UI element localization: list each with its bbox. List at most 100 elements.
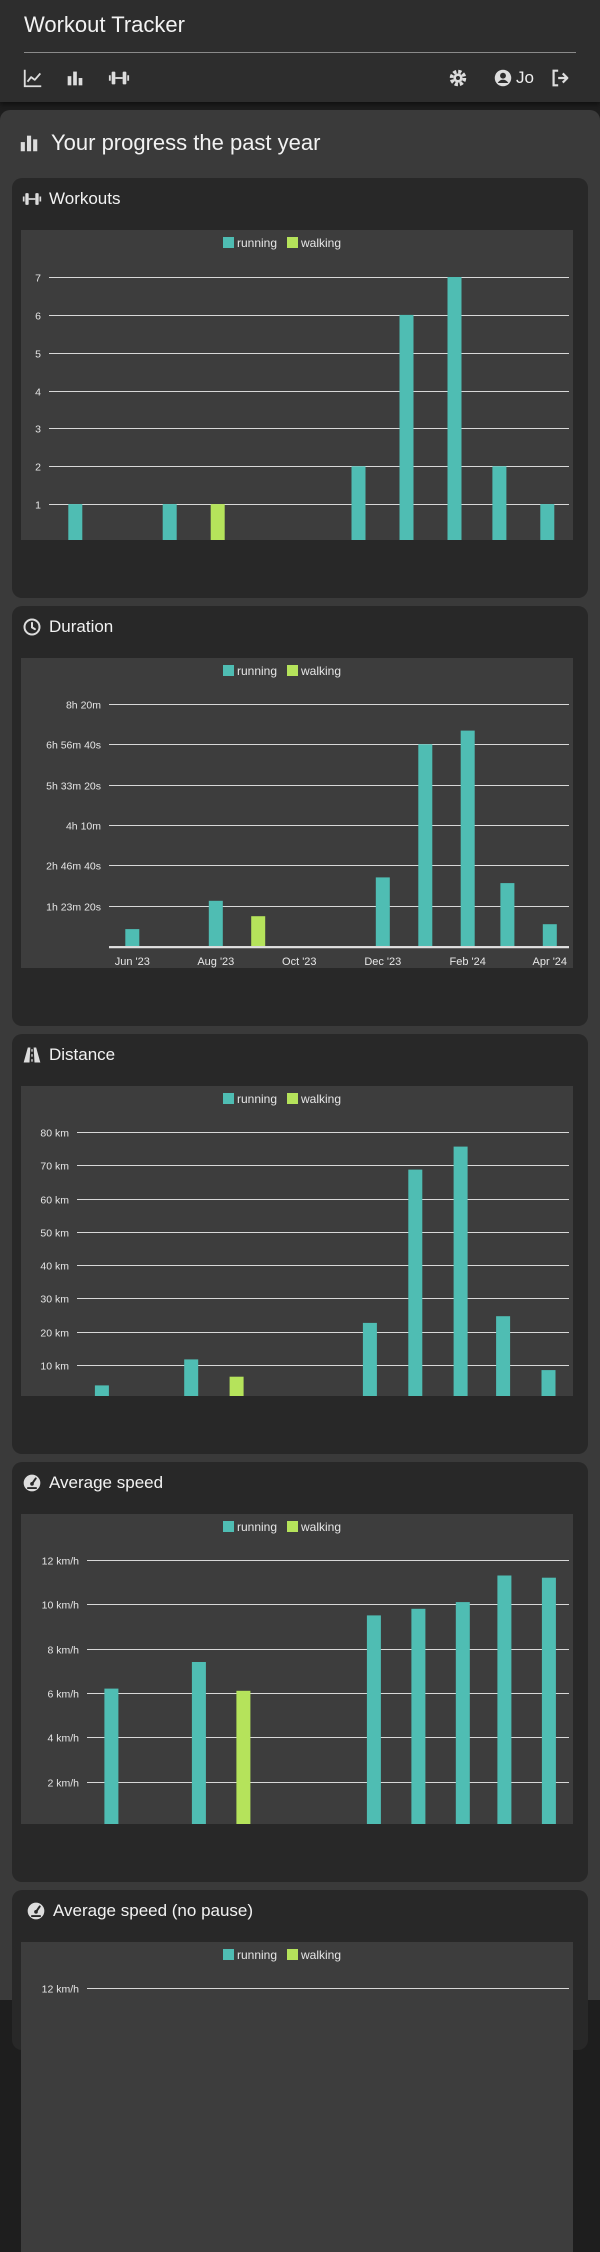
- bar-walking[interactable]: [251, 916, 265, 946]
- y-tick-label: 30 km: [40, 1294, 69, 1306]
- bar-running[interactable]: [492, 466, 506, 540]
- chart-legend[interactable]: running walking: [223, 1520, 341, 1534]
- y-tick-label: 20 km: [40, 1328, 69, 1340]
- x-tick-label: Feb '24: [450, 956, 486, 968]
- title-divider: [24, 52, 576, 53]
- line-chart-icon[interactable]: [22, 67, 44, 89]
- bar-running[interactable]: [448, 277, 462, 540]
- legend-item-running[interactable]: running: [223, 236, 277, 250]
- legend-swatch-running: [223, 1093, 234, 1104]
- bar-running[interactable]: [411, 1609, 425, 1824]
- legend-item-running[interactable]: running: [223, 1948, 277, 1962]
- legend-label: walking: [300, 1092, 341, 1106]
- bar-running[interactable]: [400, 315, 414, 540]
- clock-icon: [22, 617, 42, 637]
- legend-item-running[interactable]: running: [223, 1520, 277, 1534]
- workouts-card: Workouts running walking 1 2 3 4 5 6 7: [12, 178, 588, 598]
- y-tick-label: 1: [35, 500, 41, 512]
- legend-item-running[interactable]: running: [223, 664, 277, 678]
- bar-walking[interactable]: [211, 504, 225, 540]
- legend-item-walking[interactable]: walking: [287, 1520, 341, 1534]
- legend-swatch-running: [223, 237, 234, 248]
- legend-label: running: [237, 1948, 277, 1962]
- duration-card: Duration running walking 1h 23m 20s 2h 46m …: [12, 606, 588, 1026]
- legend-label: running: [237, 664, 277, 678]
- legend-label: walking: [300, 664, 341, 678]
- bar-running[interactable]: [461, 731, 475, 946]
- bar-running[interactable]: [456, 1602, 470, 1824]
- duration-chart: running walking 1h 23m 20s 2h 46m 40s 4h 10m…: [21, 658, 573, 968]
- average-speed-card: Average speed running walking 2 km/h 4 km/h…: [12, 1462, 588, 1882]
- bar-running[interactable]: [363, 1323, 377, 1396]
- legend-item-walking[interactable]: walking: [287, 1948, 341, 1962]
- y-tick-label: 8 km/h: [47, 1645, 79, 1657]
- bar-running[interactable]: [542, 1578, 556, 1824]
- app-title[interactable]: Workout Tracker: [24, 12, 185, 38]
- bar-running[interactable]: [496, 1316, 510, 1396]
- y-tick-label: 60 km: [40, 1195, 69, 1207]
- bar-running[interactable]: [95, 1385, 109, 1396]
- legend-swatch-running: [223, 665, 234, 676]
- duration-chart-svg: running walking 1h 23m 20s 2h 46m 40s 4h 10m…: [21, 658, 573, 968]
- chart-legend[interactable]: running walking: [223, 236, 341, 250]
- user-circle-icon[interactable]: [492, 67, 514, 89]
- bar-running[interactable]: [540, 504, 554, 540]
- y-tick-label: 5: [35, 349, 41, 361]
- sign-out-icon[interactable]: [549, 67, 571, 89]
- legend-swatch-walking: [287, 1521, 298, 1532]
- workouts-chart: running walking 1 2 3 4 5 6 7: [21, 230, 573, 540]
- distance-card: Distance running walking 10 km 20 km 30 km 40…: [12, 1034, 588, 1454]
- bar-running[interactable]: [497, 1576, 511, 1825]
- legend-item-running[interactable]: running: [223, 1092, 277, 1106]
- average-speed-no-pause-chart-svg: running walking 12 km/h: [21, 1942, 573, 2252]
- bar-running[interactable]: [500, 883, 514, 946]
- bar-running[interactable]: [408, 1170, 422, 1396]
- bar-running[interactable]: [352, 466, 366, 540]
- legend-swatch-walking: [287, 1949, 298, 1960]
- y-tick-label: 1h 23m 20s: [46, 902, 101, 914]
- bar-running[interactable]: [418, 744, 432, 946]
- legend-item-walking[interactable]: walking: [287, 1092, 341, 1106]
- chart-legend[interactable]: running walking: [223, 1092, 341, 1106]
- y-tick-label: 2 km/h: [47, 1778, 79, 1790]
- card-title: Workouts: [49, 189, 121, 209]
- distance-chart: running walking 10 km 20 km 30 km 40 km 50 km 6…: [21, 1086, 573, 1396]
- chart-legend[interactable]: running walking: [223, 1948, 341, 1962]
- legend-label: walking: [300, 1948, 341, 1962]
- bar-running[interactable]: [454, 1147, 468, 1396]
- bar-running[interactable]: [209, 901, 223, 946]
- average-speed-no-pause-card: Average speed (no pause) running walking 1…: [12, 1890, 588, 2050]
- bar-running[interactable]: [184, 1359, 198, 1396]
- bar-running[interactable]: [192, 1662, 206, 1824]
- bar-running[interactable]: [367, 1615, 381, 1824]
- bar-chart-icon[interactable]: [64, 67, 86, 89]
- bar-running[interactable]: [376, 877, 390, 946]
- workouts-chart-svg: running walking 1 2 3 4 5 6 7: [21, 230, 573, 540]
- dumbbell-icon[interactable]: [108, 67, 130, 89]
- dumbbell-icon: [22, 189, 42, 209]
- y-tick-label: 10 km: [40, 1361, 69, 1373]
- gauge-icon: [22, 1473, 42, 1493]
- legend-item-walking[interactable]: walking: [287, 664, 341, 678]
- y-tick-label: 12 km/h: [42, 1556, 80, 1568]
- y-tick-label: 8h 20m: [66, 700, 101, 712]
- bar-walking[interactable]: [230, 1377, 244, 1396]
- y-tick-label: 10 km/h: [42, 1600, 80, 1612]
- bar-running[interactable]: [125, 929, 139, 946]
- bar-running[interactable]: [543, 924, 557, 946]
- x-tick-label: Dec '23: [364, 956, 401, 968]
- average-speed-no-pause-chart: running walking 12 km/h: [21, 1942, 573, 2252]
- bar-running[interactable]: [68, 504, 82, 540]
- bar-running[interactable]: [104, 1689, 118, 1824]
- y-tick-label: 5h 33m 20s: [46, 781, 101, 793]
- user-name[interactable]: Jo: [516, 68, 534, 88]
- legend-item-walking[interactable]: walking: [287, 236, 341, 250]
- legend-swatch-walking: [287, 237, 298, 248]
- bar-running[interactable]: [542, 1370, 556, 1396]
- bar-running[interactable]: [163, 504, 177, 540]
- legend-swatch-running: [223, 1949, 234, 1960]
- chart-legend[interactable]: running walking: [223, 664, 341, 678]
- page-title: Your progress the past year: [51, 130, 320, 156]
- gear-icon[interactable]: [447, 67, 469, 89]
- bar-walking[interactable]: [236, 1691, 250, 1824]
